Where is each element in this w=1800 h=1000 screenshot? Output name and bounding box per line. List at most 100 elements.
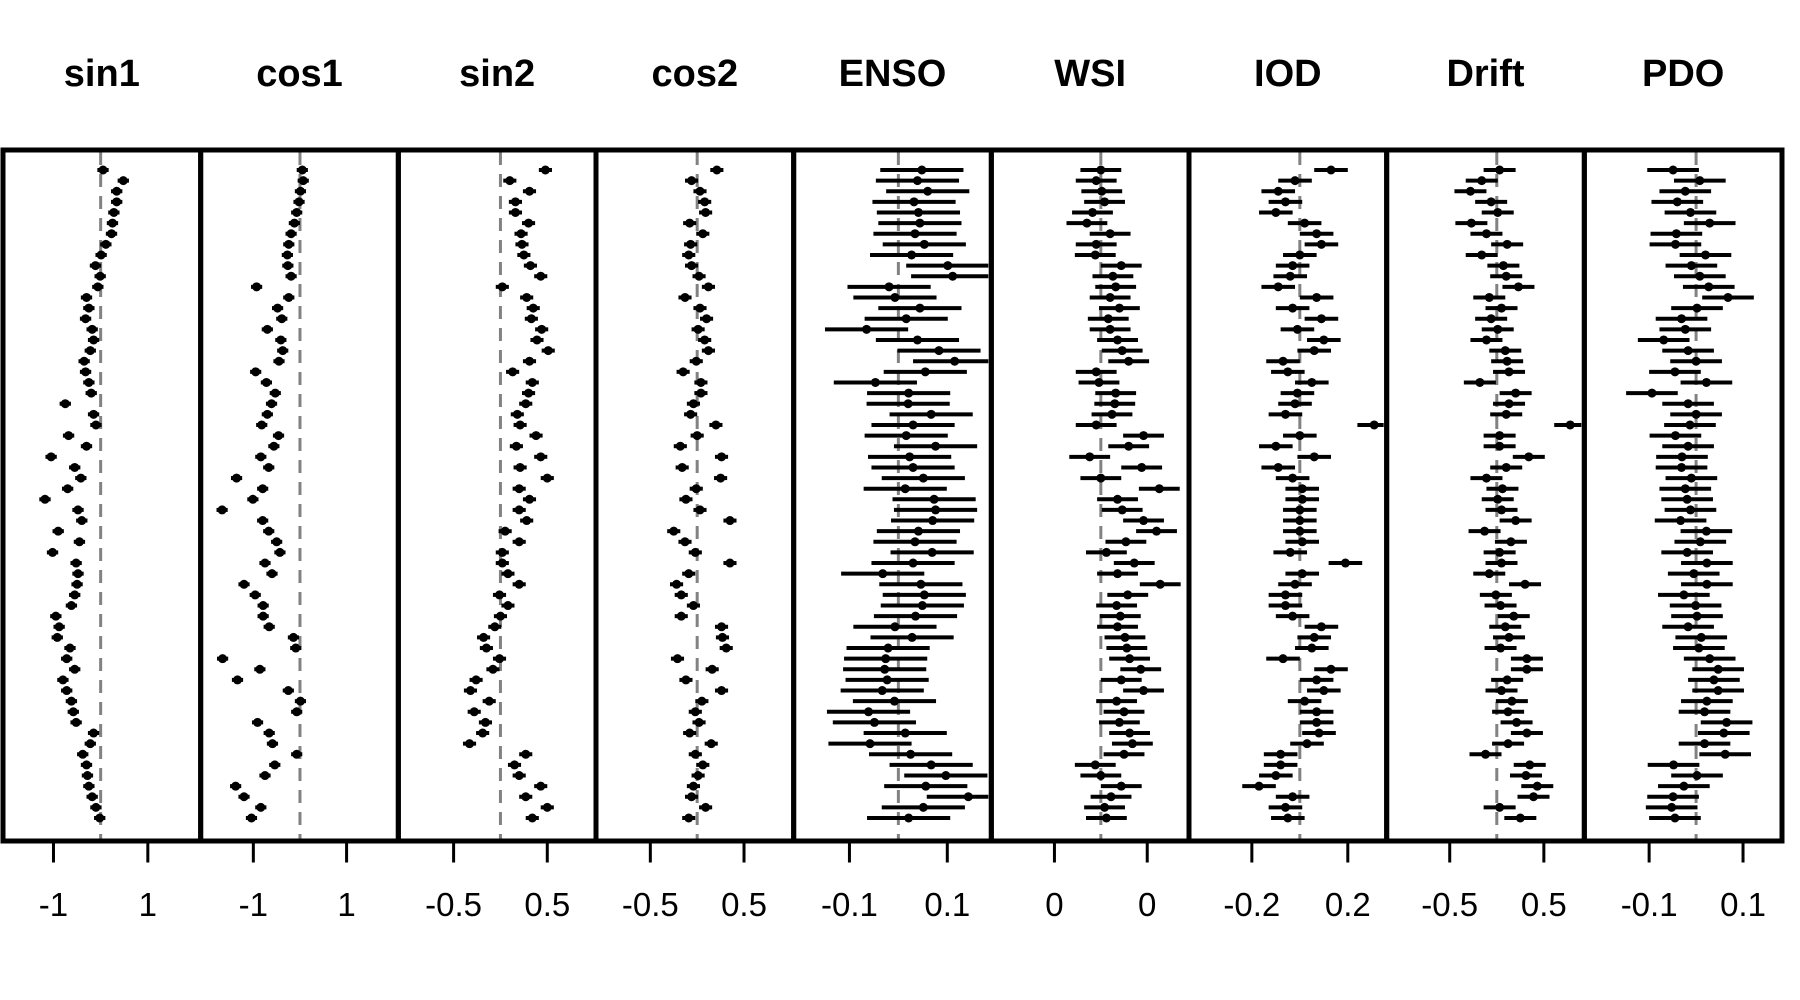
data-point	[1500, 346, 1510, 356]
data-point	[681, 494, 691, 504]
data-point	[1497, 558, 1507, 568]
data-point	[1692, 771, 1702, 781]
data-point	[1671, 229, 1681, 239]
data-point	[469, 707, 479, 717]
data-point	[1475, 377, 1485, 387]
data-point	[1513, 282, 1523, 292]
data-point	[1273, 186, 1283, 196]
data-point	[695, 303, 705, 313]
data-point	[1295, 250, 1305, 260]
data-point	[1124, 441, 1134, 451]
data-point	[672, 579, 682, 589]
data-point	[260, 771, 270, 781]
panel-IOD: -0.2 0.2 IOD	[1186, 53, 1390, 923]
data-point	[1288, 303, 1298, 313]
data-point	[1116, 781, 1126, 791]
data-point	[869, 717, 879, 727]
data-point	[250, 590, 260, 600]
data-point	[76, 473, 86, 483]
data-point	[1493, 494, 1503, 504]
data-point	[1316, 622, 1326, 632]
data-point	[1139, 431, 1149, 441]
axis-tick-label: -1	[239, 886, 268, 923]
data-point	[478, 728, 488, 738]
data-point	[1154, 484, 1164, 494]
data-point	[1295, 505, 1305, 515]
data-point	[1369, 420, 1379, 430]
data-point	[1465, 186, 1475, 196]
data-point	[1101, 547, 1111, 557]
data-point	[81, 367, 91, 377]
data-point	[1522, 728, 1532, 738]
data-point	[706, 739, 716, 749]
data-point	[231, 781, 241, 791]
data-point	[239, 792, 249, 802]
data-point	[1504, 367, 1514, 377]
data-point	[248, 494, 258, 504]
data-point	[1117, 346, 1127, 356]
data-point	[528, 303, 538, 313]
data-point	[1502, 675, 1512, 685]
data-point	[1695, 271, 1705, 281]
data-point	[877, 686, 887, 696]
data-point	[509, 760, 519, 770]
data-point	[673, 654, 683, 664]
data-point	[536, 271, 546, 281]
data-point	[901, 314, 911, 324]
data-point	[910, 229, 920, 239]
data-point	[1670, 367, 1680, 377]
data-point	[1112, 696, 1122, 706]
data-point	[508, 367, 518, 377]
data-point	[52, 632, 62, 642]
data-point	[274, 431, 284, 441]
data-point	[1685, 207, 1695, 217]
data-point	[1295, 526, 1305, 536]
data-point	[688, 601, 698, 611]
data-point	[218, 654, 228, 664]
data-point	[1285, 547, 1295, 557]
data-point	[70, 590, 80, 600]
data-point	[926, 409, 936, 419]
data-point	[1524, 452, 1534, 462]
panel-title: IOD	[1254, 53, 1322, 95]
data-point	[60, 399, 70, 409]
data-point	[909, 197, 919, 207]
panel-title: ENSO	[839, 53, 947, 95]
data-point	[71, 717, 81, 727]
data-point	[269, 441, 279, 451]
data-point	[543, 346, 553, 356]
data-point	[1692, 303, 1702, 313]
data-point	[288, 632, 298, 642]
data-point	[95, 813, 105, 823]
data-point	[521, 399, 531, 409]
data-point	[1136, 664, 1146, 674]
data-point	[695, 505, 705, 515]
data-point	[707, 664, 717, 674]
data-point	[1704, 282, 1714, 292]
data-point	[1477, 250, 1487, 260]
data-point	[1319, 335, 1329, 345]
data-point	[913, 207, 923, 217]
data-point	[1702, 579, 1712, 589]
data-point	[904, 388, 914, 398]
data-point	[536, 781, 546, 791]
data-point	[721, 643, 731, 653]
data-point	[1481, 473, 1491, 483]
data-point	[72, 579, 82, 589]
data-point	[262, 324, 272, 334]
data-point	[1314, 728, 1324, 738]
data-point	[1691, 356, 1701, 366]
data-point	[684, 569, 694, 579]
data-point	[267, 739, 277, 749]
data-point	[524, 186, 534, 196]
data-point	[525, 261, 535, 271]
data-point	[101, 239, 111, 249]
data-point	[1481, 335, 1491, 345]
data-point	[690, 707, 700, 717]
data-point	[1696, 632, 1706, 642]
data-point	[1683, 346, 1693, 356]
panel-Drift: -0.5 0.5 Drift	[1384, 53, 1587, 923]
data-point	[680, 292, 690, 302]
panel-sin2: -0.5 0.5 sin2	[395, 53, 599, 923]
